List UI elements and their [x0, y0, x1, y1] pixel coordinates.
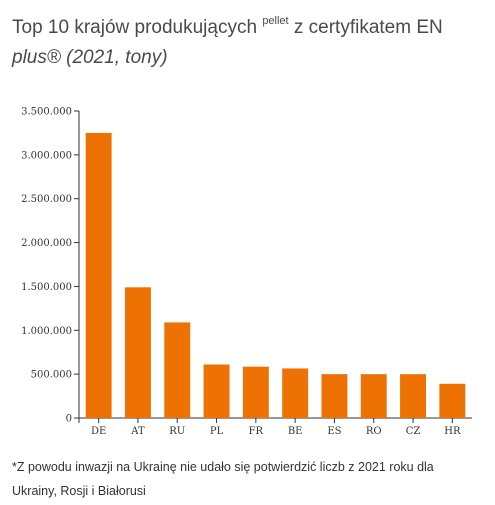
bar-hr: [439, 383, 466, 418]
y-tick-label: 500.000: [31, 370, 72, 381]
x-tick-label: BE: [288, 426, 303, 437]
x-tick-label: ES: [327, 426, 341, 437]
y-tick-label: 0: [66, 414, 72, 425]
bar-chart: 0 500.000 1.000.000 1.500.000 2.000.000 2.500…: [21, 107, 472, 437]
y-tick-label: 1.000.000: [21, 326, 72, 337]
x-tick-label: CZ: [406, 426, 421, 437]
bar-be: [282, 368, 309, 418]
x-tick-label: FR: [249, 426, 264, 437]
title-after: z certyfikatem EN: [288, 17, 443, 38]
title-superscript: pellet: [262, 15, 289, 27]
x-tick-label: AT: [130, 426, 145, 437]
bars: [85, 132, 466, 418]
x-tick-label: HR: [444, 426, 461, 437]
bar-fr: [242, 366, 269, 418]
bar-es: [321, 374, 348, 418]
y-tick-label: 3.000.000: [21, 150, 72, 161]
chart-title: Top 10 krajów produkujących pellet z cer…: [12, 14, 487, 72]
y-tick-label: 2.500.000: [21, 194, 72, 205]
bar-ru: [164, 322, 191, 418]
y-tick-label: 3.500.000: [21, 107, 72, 118]
x-tick-label: DE: [91, 426, 106, 437]
bar-ro: [360, 374, 387, 418]
bar-at: [124, 287, 151, 418]
bar-pl: [203, 364, 230, 418]
x-tick-label: PL: [210, 426, 224, 437]
x-axis: DE AT RU PL FR BE ES RO CZ HR: [78, 417, 472, 437]
x-tick-label: RU: [169, 426, 185, 437]
y-tick-label: 1.500.000: [21, 282, 72, 293]
y-tick-label: 2.000.000: [21, 238, 72, 249]
title-main: Top 10 krajów produkujących: [12, 17, 263, 38]
title-italic: plus® (2021, tony): [12, 47, 168, 68]
bar-de: [85, 132, 112, 418]
bar-cz: [400, 374, 427, 418]
x-tick-label: RO: [366, 426, 382, 437]
footnote: *Z powodu inwazji na Ukrainę nie udało s…: [12, 460, 434, 498]
y-axis: 0 500.000 1.000.000 1.500.000 2.000.000 2.500…: [21, 107, 80, 425]
